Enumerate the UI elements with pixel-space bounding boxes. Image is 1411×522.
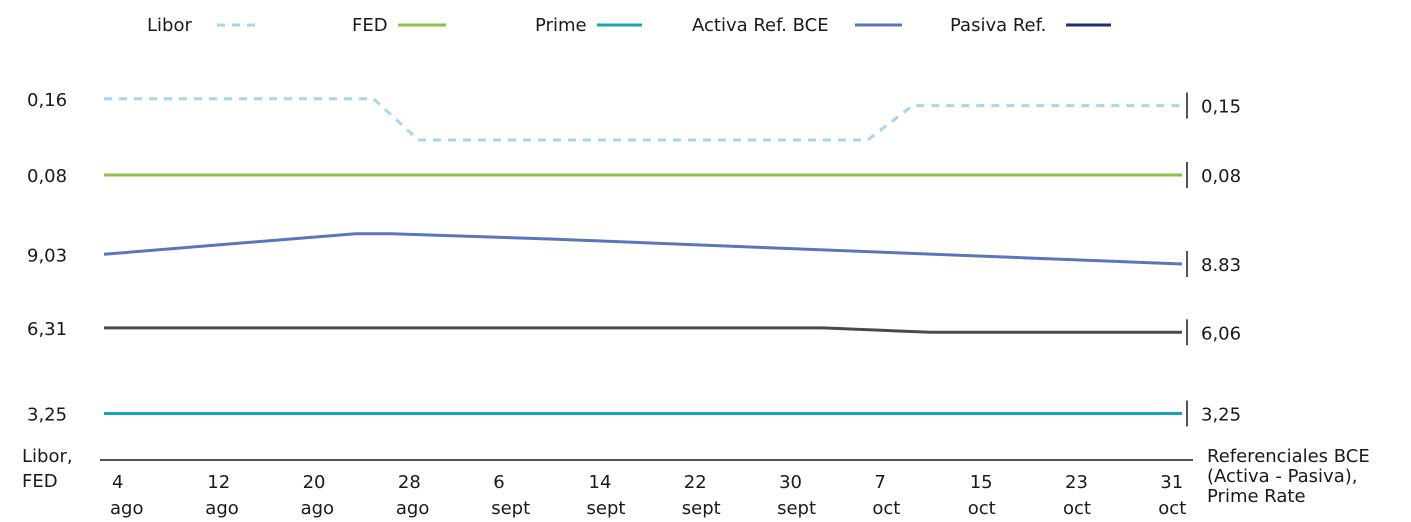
x-tick-label: 4 ago — [110, 472, 143, 519]
tick-day: 12 — [207, 472, 230, 493]
x-tick-label: 15 oct — [968, 472, 996, 519]
tick-day: 23 — [1065, 472, 1088, 493]
legend-label: Prime — [535, 15, 587, 36]
axis-title-line: (Activa - Pasiva), — [1207, 466, 1357, 487]
tick-day: 20 — [303, 472, 326, 493]
tick-month: sept — [682, 498, 721, 519]
tick-month: sept — [491, 498, 530, 519]
tick-day: 28 — [398, 472, 421, 493]
tick-month: ago — [396, 498, 429, 519]
left-axis-title: Libor, FED — [22, 446, 73, 492]
end-value-label: 6,06 — [1201, 323, 1241, 344]
start-value-label: 9,03 — [27, 245, 67, 266]
tick-day: 14 — [589, 472, 612, 493]
series-pasiva: 6,31 6,06 — [27, 319, 1241, 346]
legend-label: Libor — [147, 15, 192, 36]
start-value-label: 0,16 — [27, 90, 67, 111]
x-tick-label: 7 oct — [872, 472, 900, 519]
series-group: 0,16 0,15 0,08 0,08 9,03 8.83 6,31 6,06 3,25 3,25 — [27, 90, 1241, 427]
x-tick-label: 14 sept — [587, 472, 626, 519]
legend-item: Activa Ref. BCE — [692, 15, 902, 36]
start-value-label: 0,08 — [27, 166, 67, 187]
legend: Libor FED Prime Activa Ref. BCE Pasiva Ref. — [147, 15, 1111, 36]
series-libor: 0,16 0,15 — [27, 90, 1241, 142]
legend-label: FED — [352, 15, 388, 36]
x-tick-label: 28 ago — [396, 472, 429, 519]
series-line — [104, 326, 1182, 334]
series-line — [104, 97, 1182, 142]
axis-title-line: FED — [22, 471, 58, 492]
end-value-label: 0,08 — [1201, 166, 1241, 187]
legend-label: Activa Ref. BCE — [692, 15, 829, 36]
tick-month: oct — [968, 498, 996, 519]
tick-month: oct — [1063, 498, 1091, 519]
tick-day: 15 — [970, 472, 993, 493]
x-tick-label: 23 oct — [1063, 472, 1091, 519]
tick-day: 31 — [1160, 472, 1183, 493]
axis-title-line: Referenciales BCE — [1207, 446, 1370, 467]
tick-day: 22 — [684, 472, 707, 493]
tick-day: 30 — [779, 472, 802, 493]
start-value-label: 6,31 — [27, 319, 67, 340]
x-tick-label: 6 sept — [491, 472, 530, 519]
x-tick-label: 30 sept — [777, 472, 816, 519]
series-fed: 0,08 0,08 — [27, 162, 1241, 188]
tick-month: sept — [587, 498, 626, 519]
legend-item: Pasiva Ref. — [950, 15, 1111, 36]
x-tick-label: 20 ago — [301, 472, 334, 519]
legend-item: Prime — [535, 15, 642, 36]
legend-label: Pasiva Ref. — [950, 15, 1046, 36]
tick-month: oct — [872, 498, 900, 519]
series-prime: 3,25 3,25 — [27, 400, 1241, 427]
tick-month: ago — [205, 498, 238, 519]
x-axis: 4 ago 12 ago 20 ago 28 ago 6 sept 14 sept 22 sept 30 se… — [22, 446, 1370, 519]
axis-title-line: Libor, — [22, 446, 73, 467]
end-value-label: 3,25 — [1201, 405, 1241, 426]
x-tick-label: 22 sept — [682, 472, 721, 519]
legend-item: Libor — [147, 15, 258, 36]
axis-title-line: Prime Rate — [1207, 486, 1306, 507]
x-tick-label: 31 oct — [1158, 472, 1186, 519]
x-tick-label: 12 ago — [205, 472, 238, 519]
legend-item: FED — [352, 15, 446, 36]
tick-day: 4 — [112, 472, 123, 493]
tick-month: oct — [1158, 498, 1186, 519]
series-line — [103, 232, 1183, 266]
series-activa: 9,03 8.83 — [27, 232, 1241, 277]
tick-month: ago — [301, 498, 334, 519]
end-value-label: 0,15 — [1201, 97, 1241, 118]
tick-day: 7 — [874, 472, 885, 493]
right-axis-title: Referenciales BCE(Activa - Pasiva),Prime… — [1207, 446, 1370, 507]
tick-month: sept — [777, 498, 816, 519]
tick-month: ago — [110, 498, 143, 519]
tick-day: 6 — [493, 472, 504, 493]
start-value-label: 3,25 — [27, 405, 67, 426]
end-value-label: 8.83 — [1201, 255, 1241, 276]
